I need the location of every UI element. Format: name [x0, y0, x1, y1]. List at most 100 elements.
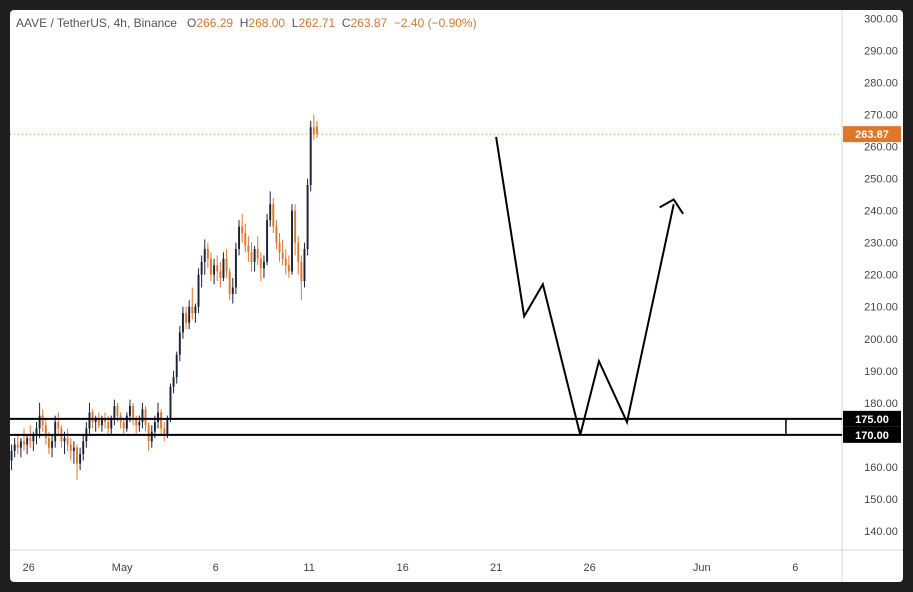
- chart-frame: AAVE / TetherUS, 4h, Binance O266.29 H26…: [10, 10, 903, 582]
- candle-body: [122, 422, 125, 429]
- candle-body: [129, 406, 131, 416]
- low-value: 262.71: [298, 16, 336, 30]
- candle-body: [241, 226, 244, 234]
- candle-body: [63, 438, 66, 442]
- x-tick-label: 26: [23, 562, 35, 574]
- candle-body: [32, 434, 35, 442]
- candle-body: [306, 184, 309, 250]
- x-tick-label: 16: [397, 562, 409, 574]
- level-tag-label: 170.00: [855, 430, 889, 442]
- candle-body: [94, 418, 97, 423]
- candle-body: [222, 258, 225, 278]
- candle-body: [57, 422, 60, 429]
- candle-body: [175, 354, 178, 378]
- high-label: H: [239, 16, 249, 30]
- candle-body: [66, 438, 69, 445]
- candle-body: [110, 418, 113, 429]
- candle-body: [181, 313, 184, 333]
- high-value: 268.00: [248, 16, 286, 30]
- candle-body: [153, 422, 156, 432]
- y-tick-label: 250.00: [864, 174, 898, 186]
- candle-body: [216, 265, 219, 272]
- candle-body: [91, 412, 94, 423]
- close-value: 263.87: [350, 16, 388, 30]
- candle-body: [141, 409, 144, 423]
- candle-body: [194, 306, 197, 314]
- y-tick-label: 220.00: [864, 270, 898, 282]
- candle-body: [303, 249, 306, 282]
- change-value: −2.40 (−0.90%): [393, 16, 477, 30]
- low-label: L: [291, 16, 299, 30]
- candle-body: [69, 444, 72, 451]
- y-tick-label: 200.00: [864, 334, 898, 346]
- candle-body: [104, 418, 107, 423]
- candle-body: [178, 332, 181, 355]
- symbol-header: AAVE / TetherUS, 4h, Binance O266.29 H26…: [16, 16, 477, 30]
- candle-body: [26, 438, 29, 445]
- candle-body: [200, 261, 203, 275]
- candle-body: [262, 261, 265, 269]
- y-tick-label: 290.00: [864, 45, 898, 57]
- price-chart[interactable]: 140.00 150.00 160.00 170.00 180.00 190.00 200.…: [10, 10, 903, 582]
- candle-body: [163, 428, 166, 435]
- candle-body: [213, 265, 216, 275]
- candle-body: [116, 406, 119, 416]
- candle-body: [188, 306, 191, 323]
- x-tick-label: 6: [792, 562, 798, 574]
- candle-body: [51, 441, 54, 448]
- candle-body: [13, 444, 16, 451]
- candle-body: [210, 258, 212, 275]
- candle-body: [228, 271, 231, 294]
- candle-body: [19, 441, 22, 448]
- candle-body: [253, 249, 256, 262]
- candle-body: [244, 233, 247, 246]
- x-tick-label: 26: [583, 562, 595, 574]
- candle-body: [275, 226, 278, 243]
- candle-body: [203, 249, 206, 262]
- candle-body: [281, 252, 284, 259]
- candle-body: [157, 412, 159, 423]
- candle-body: [44, 425, 47, 439]
- candle-body: [35, 428, 38, 435]
- y-tick-label: 260.00: [864, 142, 898, 154]
- level-tag-label: 175.00: [855, 414, 889, 426]
- candle-body: [82, 441, 85, 455]
- candle-body: [238, 226, 240, 250]
- candle-body: [54, 422, 57, 442]
- y-tick-label: 270.00: [864, 110, 898, 122]
- projection-path: [495, 136, 675, 436]
- y-tick-label: 210.00: [864, 302, 898, 314]
- y-tick-label: 150.00: [864, 494, 898, 506]
- candle-body: [41, 415, 44, 426]
- candle-body: [259, 258, 262, 269]
- candle-body: [172, 377, 175, 387]
- candle-body: [191, 306, 194, 314]
- candle-body: [135, 418, 138, 426]
- candle-body: [29, 438, 32, 442]
- candle-body: [294, 210, 297, 243]
- candle-body: [269, 204, 272, 221]
- x-tick-label: 6: [213, 562, 219, 574]
- y-tick-label: 160.00: [864, 462, 898, 474]
- candle-body: [287, 265, 290, 272]
- y-tick-label: 140.00: [864, 526, 898, 538]
- candle-body: [185, 313, 188, 323]
- candle-body: [169, 386, 172, 419]
- candle-body: [250, 252, 253, 262]
- candle-body: [107, 422, 110, 429]
- candle-body: [138, 422, 141, 426]
- last-price-tag-label: 263.87: [855, 129, 889, 141]
- candle-body: [100, 418, 103, 426]
- candle-body: [256, 249, 259, 259]
- last-price-tag: [843, 126, 901, 143]
- projection-arrowhead: [659, 198, 684, 215]
- open-label: O: [187, 16, 197, 30]
- y-tick-label: 240.00: [864, 206, 898, 218]
- y-tick-label: 280.00: [864, 77, 898, 89]
- candle-body: [144, 409, 147, 426]
- candle-body: [225, 258, 228, 272]
- open-value: 266.29: [196, 16, 234, 30]
- candle-body: [23, 441, 25, 445]
- candle-body: [38, 415, 41, 429]
- candle-body: [272, 204, 275, 227]
